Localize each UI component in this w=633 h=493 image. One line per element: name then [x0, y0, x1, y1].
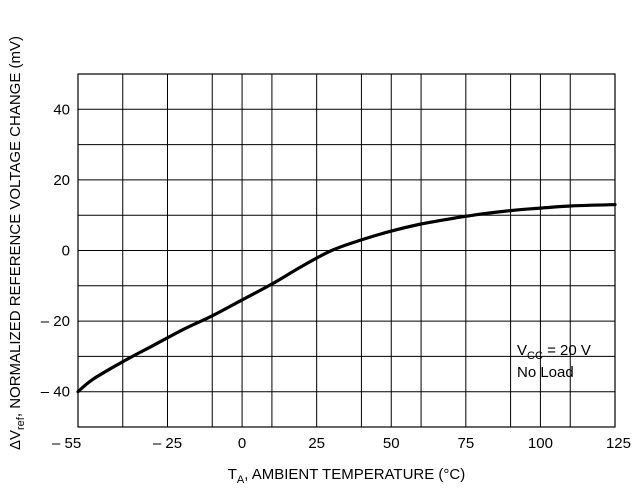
x-axis-label-prefix: T	[228, 466, 237, 483]
data-series-line	[76, 203, 617, 394]
annotation-box: VCC = 20 V No Load	[517, 342, 591, 381]
y-axis-label-subscript: ref	[15, 416, 27, 430]
x-axis-label: TA, AMBIENT TEMPERATURE (°C)	[228, 466, 466, 486]
annotation-vcc-subscript: CC	[527, 350, 543, 362]
y-tick-label: – 40	[41, 384, 70, 401]
y-tick-label: 20	[53, 172, 70, 189]
x-tick-label: – 25	[153, 435, 182, 452]
x-tick-label: 25	[308, 435, 325, 452]
annotation-vcc: VCC = 20 V	[517, 342, 591, 362]
x-tick-label: 50	[383, 435, 400, 452]
y-tick-label: 0	[62, 243, 70, 260]
y-axis-label-prefix: ΔV	[7, 430, 24, 450]
y-axis-label: ΔVref, NORMALIZED REFERENCE VOLTAGE CHAN…	[7, 36, 27, 450]
x-tick-label: – 55	[52, 435, 81, 452]
annotation-load: No Load	[517, 364, 574, 381]
x-tick-label: 0	[238, 435, 246, 452]
x-tick-label: 75	[457, 435, 474, 452]
x-tick-labels: – 55 – 25 0 25 50 75 100 125	[52, 435, 631, 452]
x-axis-label-subscript: A	[237, 474, 245, 486]
x-tick-label: 100	[528, 435, 553, 452]
y-tick-label: – 20	[41, 313, 70, 330]
annotation-vcc-prefix: V	[517, 342, 527, 359]
y-tick-label: 40	[53, 101, 70, 118]
plot-frame	[77, 73, 616, 428]
x-tick-label: 125	[606, 435, 631, 452]
y-tick-labels: 40 20 0 – 20 – 40	[41, 101, 70, 400]
x-axis-label-suffix: , AMBIENT TEMPERATURE (°C)	[244, 466, 465, 483]
y-axis-label-suffix: , NORMALIZED REFERENCE VOLTAGE CHANGE (m…	[7, 36, 24, 417]
grid	[77, 73, 616, 428]
annotation-vcc-suffix: = 20 V	[543, 342, 591, 359]
